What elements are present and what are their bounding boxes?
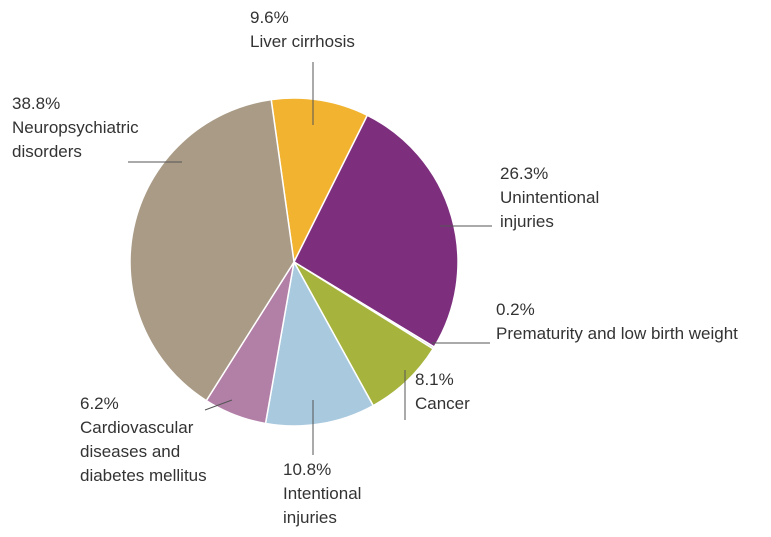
value-label: 26.3%: [500, 164, 549, 183]
pie-slice: [129, 98, 295, 402]
slice-label: 8.1% Cancer: [415, 368, 495, 416]
value-label: 38.8%: [12, 94, 61, 113]
category-label: Intentional injuries: [283, 484, 362, 527]
category-label: Neuropsychiatric disorders: [12, 118, 139, 161]
slice-label: 9.6% Liver cirrhosis: [250, 6, 355, 54]
pie-slice: [270, 97, 369, 265]
value-label: 9.6%: [250, 8, 289, 27]
slice-label: 38.8% Neuropsychiatric disorders: [12, 92, 162, 164]
category-label: Cancer: [415, 394, 470, 413]
value-label: 6.2%: [80, 394, 119, 413]
category-label: Cardiovascular diseases and diabetes mel…: [80, 418, 207, 485]
category-label: Liver cirrhosis: [250, 32, 355, 51]
slice-label: 26.3% Unintentional injuries: [500, 162, 630, 234]
category-label: Prematurity and low birth weight: [496, 324, 738, 343]
pie-slice: [264, 259, 375, 427]
value-label: 0.2%: [496, 300, 535, 319]
leader-line: [204, 399, 233, 411]
value-label: 10.8%: [283, 460, 332, 479]
slice-label: 10.8% Intentional injuries: [283, 458, 393, 530]
value-label: 8.1%: [415, 370, 454, 389]
slice-label: 0.2% Prematurity and low birth weight: [496, 298, 738, 346]
slice-label: 6.2% Cardiovascular diseases and diabetes…: [80, 392, 230, 488]
category-label: Unintentional injuries: [500, 188, 600, 231]
pie-slice: [293, 114, 459, 349]
